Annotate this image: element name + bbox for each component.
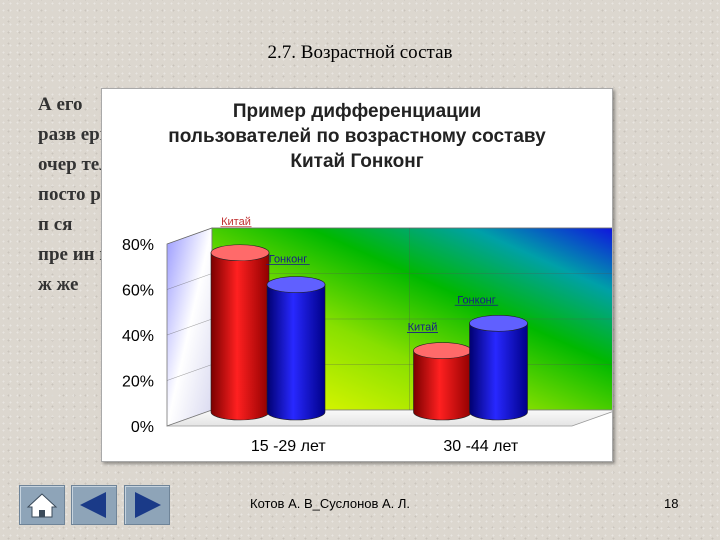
home-icon	[26, 493, 58, 518]
x-tick-label: 15 -29 лет	[251, 438, 327, 455]
chart-panel: Пример дифференциации пользователей по в…	[101, 88, 613, 462]
triangle-left-icon	[80, 492, 106, 518]
y-tick-label: 80%	[122, 237, 154, 254]
background-text-line: А его	[38, 94, 83, 115]
chart-title-line: Пример дифференциации	[232, 101, 482, 122]
chart-plot: 0% 20% 40% 60% 80% 15 -29 лет 30 -44 лет Китай Г…	[122, 216, 612, 455]
data-label: Китай	[221, 216, 251, 228]
y-tick-label: 20%	[122, 374, 154, 391]
y-tick-label: 60%	[122, 283, 154, 300]
x-tick-label: 30 -44 лет	[443, 438, 519, 455]
data-label: Китай	[408, 322, 438, 334]
bar-top	[469, 314, 528, 332]
footer-author: Котов А. В_Суслонов А. Л.	[250, 496, 411, 511]
chart-title-line: пользователей по возрастному составу	[168, 126, 546, 147]
bar	[469, 322, 528, 421]
background-text-line: ж же	[38, 274, 79, 295]
previous-slide-button[interactable]	[71, 485, 117, 525]
bar-top	[413, 342, 472, 359]
data-label: Гонконг	[457, 294, 496, 306]
background-text-line: п ся	[38, 214, 73, 235]
gridline	[166, 227, 612, 245]
bar-top	[266, 276, 326, 293]
y-tick-label: 40%	[122, 328, 154, 345]
slide-title: 2.7. Возрастной состав	[267, 42, 453, 63]
data-label: Гонконг	[269, 254, 308, 266]
bar	[210, 252, 270, 421]
next-slide-button[interactable]	[124, 485, 170, 525]
background-text-line: пре ин и	[38, 244, 111, 265]
triangle-right-icon	[135, 492, 161, 518]
bar	[266, 284, 326, 421]
bar-top	[210, 244, 270, 262]
chart-title: Пример дифференциации пользователей по в…	[102, 99, 612, 174]
y-tick-label: 0%	[131, 419, 154, 436]
page-number: 18	[664, 496, 679, 511]
chart-title-line: Китай Гонконг	[290, 151, 424, 172]
bar	[413, 350, 472, 421]
home-button[interactable]	[19, 485, 65, 525]
